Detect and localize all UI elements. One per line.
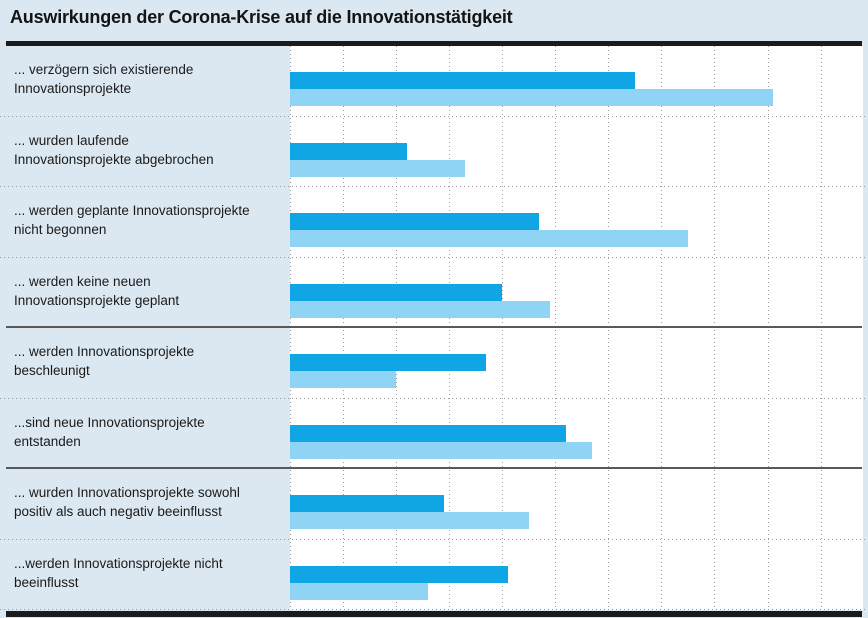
bar-light	[290, 582, 428, 600]
gridline	[555, 46, 557, 610]
bar-light	[290, 300, 550, 318]
bar-dark	[290, 565, 508, 583]
category-label: ... wurden laufende Innovationsprojekte a…	[14, 131, 282, 169]
bar-light	[290, 441, 593, 459]
gridline	[343, 46, 345, 610]
category-label-line: Innovationsprojekte geplant	[14, 292, 180, 308]
category-label: ...sind neue Innovationsprojekte entstand…	[14, 413, 282, 451]
bottom-rule	[6, 611, 862, 617]
gridline	[820, 46, 822, 610]
row-separator	[0, 538, 868, 540]
category-row: ... wurden laufende Innovationsprojekte a…	[0, 117, 868, 187]
row-separator	[6, 326, 862, 328]
category-label-line: ...sind neue Innovationsprojekte	[14, 414, 205, 430]
gridline	[661, 46, 663, 610]
category-row: ... wurden Innovationsprojekte sowohl pos…	[0, 469, 868, 540]
row-separator	[0, 609, 868, 610]
category-label: ... verzögern sich existierende Innovatio…	[14, 60, 282, 98]
category-label: ... werden keine neuen Innovationsprojekt…	[14, 272, 282, 310]
category-label-line: entstanden	[14, 433, 81, 449]
category-label: ... wurden Innovationsprojekte sowohl pos…	[14, 483, 282, 521]
category-label: ... werden geplante Innovationsprojekte n…	[14, 201, 282, 239]
bar-dark	[290, 495, 444, 512]
row-separator	[0, 397, 868, 399]
page-title: Auswirkungen der Corona-Krise auf die In…	[10, 7, 513, 27]
bar-dark	[290, 213, 540, 230]
category-row: ...werden Innovationsprojekte nicht beein…	[0, 540, 868, 610]
category-row: ... werden geplante Innovationsprojekte n…	[0, 187, 868, 258]
row-separator	[0, 115, 868, 117]
gridline	[396, 46, 398, 610]
category-label-line: ...werden Innovationsprojekte nicht	[14, 555, 223, 571]
row-separator	[0, 186, 868, 187]
category-row: ... werden Innovationsprojekte beschleuni…	[0, 328, 868, 399]
category-label-line: positiv als auch negativ beeinflusst	[14, 504, 222, 519]
category-label-line: ... verzögern sich existierende	[14, 62, 194, 77]
category-row: ...sind neue Innovationsprojekte entstand…	[0, 399, 868, 469]
bar-dark	[290, 424, 566, 442]
gridline	[449, 46, 451, 610]
category-label-line: Innovationsprojekte abgebrochen	[14, 151, 214, 167]
category-label-line: ... werden Innovationsprojekte	[14, 344, 195, 359]
category-label: ...werden Innovationsprojekte nicht beein…	[14, 554, 282, 592]
gridline	[767, 46, 769, 610]
category-label-line: ... werden geplante Innovationsprojekte	[14, 203, 250, 218]
category-label-line: ... werden keine neuen	[14, 273, 151, 289]
row-separator	[6, 467, 862, 469]
category-label-line: ... wurden Innovationsprojekte sowohl	[14, 485, 240, 500]
gridline	[502, 46, 504, 610]
gridline	[714, 46, 716, 610]
category-label-line: Innovationsprojekte	[14, 81, 132, 96]
bar-dark	[290, 354, 487, 371]
title-rule	[6, 41, 862, 46]
category-row: ... verzögern sich existierende Innovatio…	[0, 46, 868, 117]
bar-dark	[290, 142, 407, 160]
category-label-line: nicht begonnen	[14, 222, 107, 237]
bar-light	[290, 512, 529, 529]
bar-dark	[290, 283, 503, 301]
bar-light	[290, 371, 397, 388]
category-row: ... werden keine neuen Innovationsprojekt…	[0, 258, 868, 328]
category-label-line: beeinflusst	[14, 574, 79, 590]
bar-light	[290, 89, 773, 106]
gridline	[290, 46, 291, 610]
row-separator	[0, 256, 868, 258]
gridline	[608, 46, 610, 610]
category-label: ... werden Innovationsprojekte beschleuni…	[14, 342, 282, 380]
bar-dark	[290, 72, 635, 89]
bar-light	[290, 230, 688, 247]
category-label-line: beschleunigt	[14, 363, 90, 378]
category-label-line: ... wurden laufende	[14, 132, 129, 148]
bar-light	[290, 159, 466, 177]
